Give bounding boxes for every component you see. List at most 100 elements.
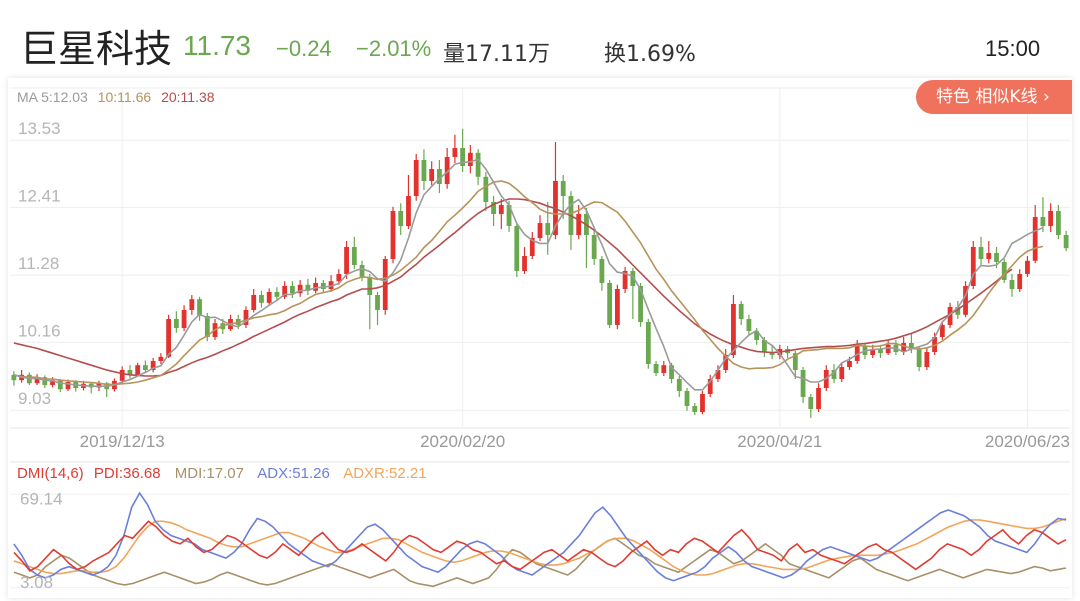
similar-kline-button[interactable]: 特色 相似K线 ›: [916, 80, 1072, 114]
candle: [839, 367, 845, 379]
x-tick-label: 2020/02/20: [420, 432, 505, 451]
candle: [924, 352, 930, 367]
candle: [351, 247, 357, 265]
x-tick-label: 2019/12/13: [80, 432, 165, 451]
candle: [119, 370, 125, 381]
candle: [754, 331, 760, 340]
x-tick-label: 2020/04/21: [737, 432, 822, 451]
volume: 量17.11万: [443, 42, 550, 67]
candle: [994, 253, 999, 262]
adxr-legend: ADXR:52.21: [343, 465, 426, 482]
candle: [444, 157, 450, 184]
candle: [529, 238, 535, 256]
candle: [506, 205, 512, 226]
y-tick-label: 13.53: [18, 119, 61, 138]
candle: [65, 382, 71, 390]
stock-name: 巨星科技: [20, 27, 173, 71]
mdi-legend: MDI:17.07: [175, 465, 244, 482]
candle: [792, 353, 798, 370]
y-tick-label: 10.16: [18, 321, 61, 340]
candle: [336, 274, 342, 282]
candle: [11, 374, 17, 381]
candle: [638, 286, 643, 322]
candle: [42, 377, 48, 385]
candle: [305, 284, 311, 291]
candle: [955, 307, 961, 315]
candle: [390, 211, 396, 259]
candle: [1048, 211, 1054, 226]
candle: [483, 176, 489, 202]
candle: [460, 148, 466, 166]
candle: [197, 299, 202, 316]
candle: [684, 391, 690, 406]
candle: [204, 316, 210, 337]
candle: [947, 307, 953, 325]
mdi-line: [13, 537, 1067, 588]
kline-labels: 13.53 12.41 11.28 10.16 9.03 2019/12/13 2020/0…: [18, 119, 1070, 451]
candle: [313, 283, 319, 291]
candle: [669, 365, 674, 379]
candle: [382, 259, 388, 310]
candle: [1040, 217, 1046, 226]
candle: [274, 292, 280, 297]
candle: [1032, 217, 1038, 261]
candle: [808, 397, 814, 409]
candle: [692, 406, 698, 412]
candles-layer: [11, 128, 1069, 418]
candle: [800, 370, 806, 397]
candle: [630, 271, 636, 286]
price-change: −0.24: [276, 36, 332, 61]
candle: [537, 223, 543, 238]
candle: [645, 322, 651, 364]
candle: [870, 349, 876, 355]
candle: [769, 352, 775, 355]
candle: [158, 356, 164, 361]
candle: [266, 292, 272, 303]
turnover-rate: 换1.69%: [604, 42, 696, 67]
x-tick-label: 2020/06/23: [985, 432, 1070, 451]
candle: [437, 169, 442, 184]
candle: [367, 277, 373, 295]
candle: [723, 355, 729, 370]
candle: [34, 377, 40, 384]
y-tick-label: 12.41: [18, 186, 61, 205]
candle: [1001, 262, 1007, 280]
candle: [761, 340, 767, 352]
candle: [173, 319, 179, 328]
candle: [498, 205, 504, 214]
candle: [916, 349, 922, 367]
candle: [816, 388, 821, 409]
candle: [978, 247, 984, 259]
candle: [166, 319, 172, 357]
candle: [297, 284, 303, 294]
candle: [607, 283, 613, 325]
ma20-line: [13, 198, 1013, 377]
candle: [614, 289, 620, 325]
candle: [344, 247, 349, 274]
y-tick-label: 11.28: [18, 254, 59, 273]
candle: [847, 361, 852, 367]
adx-line: [13, 491, 1067, 582]
candle: [375, 295, 380, 310]
candle: [1017, 274, 1023, 289]
price-change-percent: −2.01%: [356, 36, 432, 61]
candle: [259, 295, 264, 303]
candle: [700, 394, 705, 412]
candle: [591, 235, 597, 259]
candle: [986, 253, 992, 259]
dmi-y-tick-label: 69.14: [20, 489, 63, 508]
candle: [901, 343, 907, 352]
candle: [282, 286, 288, 297]
candle: [746, 319, 752, 331]
candle: [653, 364, 659, 373]
candle: [135, 365, 141, 375]
candle: [421, 160, 427, 181]
candle: [514, 226, 520, 271]
candle: [715, 370, 721, 379]
candle: [522, 256, 527, 271]
candle: [359, 265, 365, 277]
candle: [622, 271, 628, 289]
candle: [707, 379, 713, 394]
ma10-legend: 10:11.66: [98, 89, 152, 105]
